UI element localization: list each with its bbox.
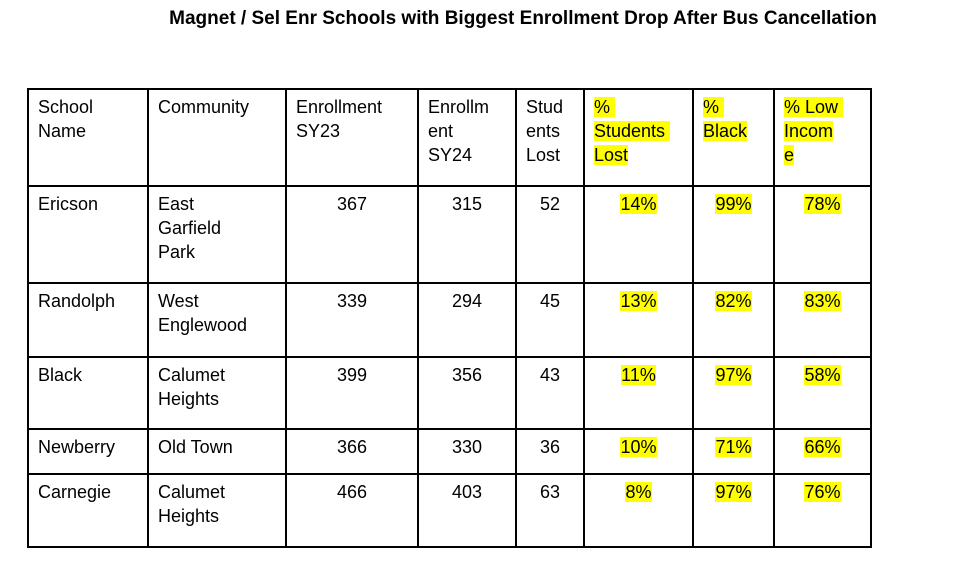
- cell-community: Calumet Heights: [147, 356, 287, 430]
- cell-school_name: Randolph: [27, 282, 149, 358]
- cell-community: East Garfield Park: [147, 185, 287, 284]
- cell-students_lost: 45: [515, 282, 585, 358]
- cell-pct_low_income: 83%: [773, 282, 872, 358]
- column-header-pct_black: % Black: [692, 88, 775, 187]
- highlight: 83%: [804, 291, 841, 311]
- cell-students_lost: 52: [515, 185, 585, 284]
- cell-enrollment_sy23: 339: [285, 282, 419, 358]
- cell-enrollment_sy23: 367: [285, 185, 419, 284]
- highlight: 71%: [715, 437, 752, 457]
- table-body: Ericson East Garfield Park 367 315 52 14% 99% 7…: [27, 185, 872, 548]
- highlight: % Black: [703, 97, 748, 141]
- table-row: Ericson East Garfield Park 367 315 52 14% 99% 7…: [27, 185, 872, 284]
- table-row: Black Calumet Heights 399 356 43 11% 97% 58%: [27, 356, 872, 430]
- cell-pct_low_income: 58%: [773, 356, 872, 430]
- cell-pct_black: 71%: [692, 428, 775, 475]
- cell-students_lost: 36: [515, 428, 585, 475]
- cell-pct_students_lost: 13%: [583, 282, 694, 358]
- cell-enrollment_sy24: 315: [417, 185, 517, 284]
- cell-pct_students_lost: 10%: [583, 428, 694, 475]
- enrollment-table: School Name Community Enrollment SY23 Enrol…: [27, 88, 872, 548]
- highlight: 97%: [715, 365, 752, 385]
- highlight: % Students Lost: [594, 97, 671, 165]
- cell-school_name: Ericson: [27, 185, 149, 284]
- cell-community: Calumet Heights: [147, 473, 287, 548]
- cell-pct_black: 99%: [692, 185, 775, 284]
- cell-pct_black: 97%: [692, 473, 775, 548]
- header-row: School Name Community Enrollment SY23 Enrol…: [27, 88, 872, 187]
- cell-pct_black: 97%: [692, 356, 775, 430]
- highlight: 97%: [715, 482, 752, 502]
- table-row: Carnegie Calumet Heights 466 403 63 8% 97% 76%: [27, 473, 872, 548]
- cell-enrollment_sy24: 294: [417, 282, 517, 358]
- highlight: % Low Incom e: [784, 97, 844, 165]
- cell-school_name: Newberry: [27, 428, 149, 475]
- highlight: 13%: [620, 291, 657, 311]
- column-header-pct_low_income: % Low Incom e: [773, 88, 872, 187]
- cell-pct_low_income: 76%: [773, 473, 872, 548]
- cell-pct_black: 82%: [692, 282, 775, 358]
- cell-pct_students_lost: 11%: [583, 356, 694, 430]
- cell-enrollment_sy23: 366: [285, 428, 419, 475]
- cell-enrollment_sy23: 399: [285, 356, 419, 430]
- cell-enrollment_sy23: 466: [285, 473, 419, 548]
- highlight: 76%: [804, 482, 841, 502]
- column-header-students_lost: Stud ents Lost: [515, 88, 585, 187]
- cell-school_name: Carnegie: [27, 473, 149, 548]
- cell-enrollment_sy24: 403: [417, 473, 517, 548]
- column-header-enrollment_sy23: Enrollment SY23: [285, 88, 419, 187]
- cell-school_name: Black: [27, 356, 149, 430]
- highlight: 78%: [804, 194, 841, 214]
- cell-students_lost: 43: [515, 356, 585, 430]
- column-header-enrollment_sy24: Enrollm ent SY24: [417, 88, 517, 187]
- cell-enrollment_sy24: 330: [417, 428, 517, 475]
- cell-community: West Englewood: [147, 282, 287, 358]
- column-header-pct_students_lost: % Students Lost: [583, 88, 694, 187]
- column-header-community: Community: [147, 88, 287, 187]
- cell-pct_students_lost: 14%: [583, 185, 694, 284]
- table-row: Newberry Old Town 366 330 36 10% 71% 66%: [27, 428, 872, 475]
- highlight: 11%: [621, 365, 656, 385]
- table-row: Randolph West Englewood 339 294 45 13% 82% 83%: [27, 282, 872, 358]
- page-title: Magnet / Sel Enr Schools with Biggest En…: [169, 8, 877, 29]
- cell-enrollment_sy24: 356: [417, 356, 517, 430]
- cell-community: Old Town: [147, 428, 287, 475]
- highlight: 58%: [804, 365, 841, 385]
- cell-pct_low_income: 66%: [773, 428, 872, 475]
- highlight: 82%: [715, 291, 752, 311]
- highlight: 66%: [804, 437, 841, 457]
- column-header-school_name: School Name: [27, 88, 149, 187]
- highlight: 14%: [620, 194, 657, 214]
- cell-students_lost: 63: [515, 473, 585, 548]
- cell-pct_students_lost: 8%: [583, 473, 694, 548]
- highlight: 10%: [620, 437, 657, 457]
- highlight: 8%: [625, 482, 652, 502]
- cell-pct_low_income: 78%: [773, 185, 872, 284]
- highlight: 99%: [715, 194, 752, 214]
